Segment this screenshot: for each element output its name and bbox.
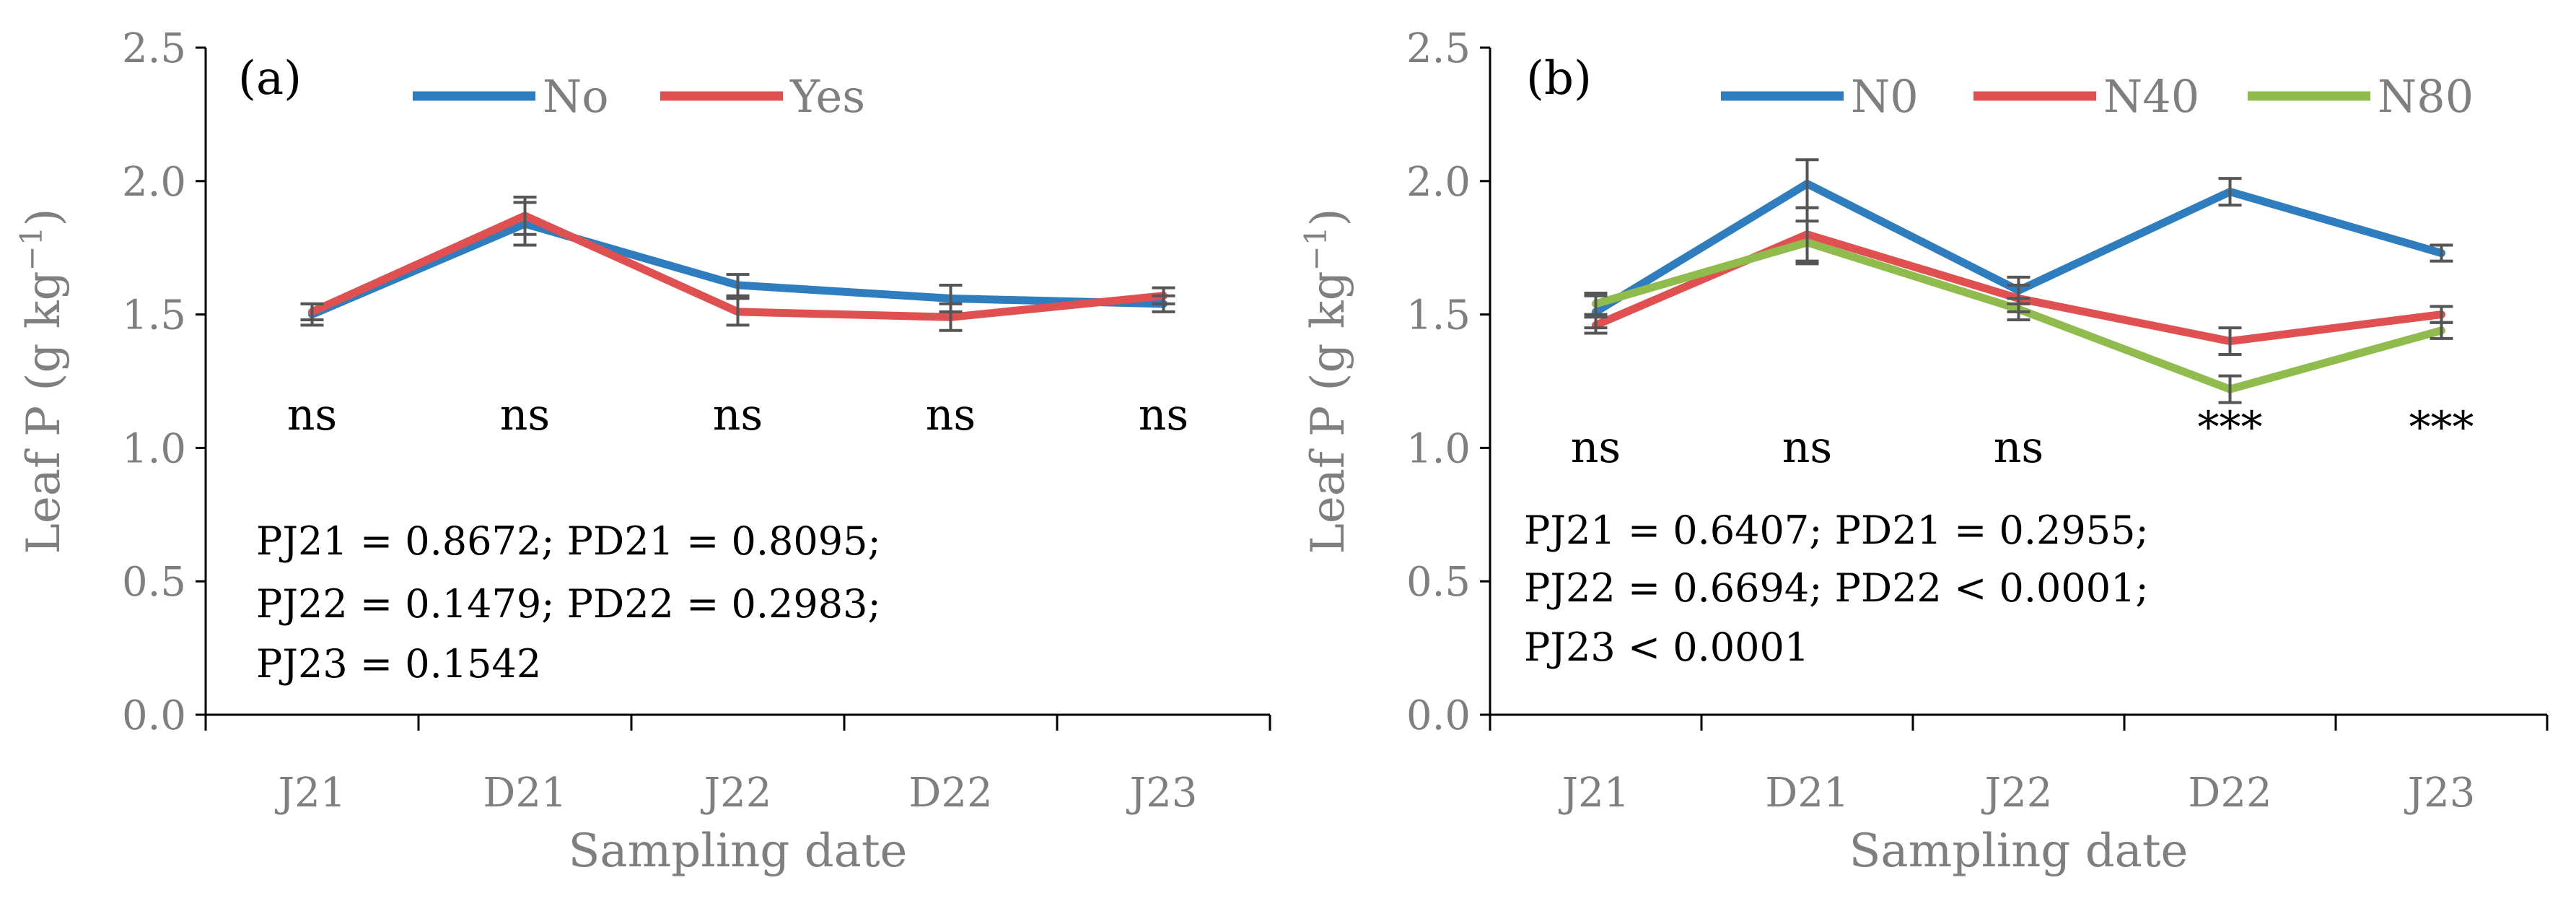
significance-label: ns — [926, 390, 976, 440]
y-tick-label: 0.0 — [122, 692, 186, 739]
y-tick-label: 0.5 — [1406, 559, 1471, 606]
panel-label: (b) — [1526, 52, 1592, 105]
y-tick-label: 1.5 — [1406, 292, 1471, 339]
stats-line: PJ22 = 0.6694; PD22 < 0.0001; — [1524, 565, 2149, 611]
x-tick-label: J21 — [275, 770, 346, 817]
x-tick-label: J22 — [1981, 770, 2053, 817]
x-axis-title: Sampling date — [569, 824, 908, 878]
significance-label: ns — [500, 390, 550, 440]
stats-line: PJ21 = 0.8672; PD21 = 0.8095; — [256, 518, 881, 564]
y-axis-title-main: Leaf P (g kg — [1302, 271, 1355, 554]
y-tick-label: 1.0 — [1406, 425, 1471, 472]
significance-label: ns — [1139, 390, 1188, 440]
stats-line: PJ21 = 0.6407; PD21 = 0.2955; — [1524, 508, 2149, 553]
x-tick-label: J23 — [1126, 770, 1198, 817]
y-axis-title-superscript: −1 — [1298, 227, 1333, 271]
legend-label-n80: N80 — [2378, 70, 2474, 123]
x-tick-label: J21 — [1559, 770, 1630, 817]
stats-line: PJ22 = 0.1479; PD22 = 0.2983; — [256, 581, 881, 627]
significance-label: ns — [1782, 422, 1832, 473]
panel-b: 0.0 0.5 1.0 1.5 2.0 2.5 J21 D21 J22 D22 J23 Samplin… — [1298, 25, 2549, 878]
panel-a: 0.0 0.5 1.0 1.5 2.0 2.5 J21 D21 J22 D22 J23 Samplin… — [14, 25, 1271, 878]
legend-label-n40: N40 — [2103, 70, 2199, 123]
legend-label-yes: Yes — [789, 70, 865, 123]
x-tick-label: J22 — [701, 770, 772, 817]
y-tick-label: 1.5 — [122, 292, 186, 339]
y-tick-label: 2.0 — [1406, 159, 1471, 206]
significance-label: ns — [287, 390, 337, 440]
y-tick-label: 0.0 — [1406, 692, 1471, 739]
stats-line: PJ23 < 0.0001 — [1524, 624, 1809, 670]
y-tick-label: 2.5 — [1406, 25, 1471, 72]
significance-label: ns — [1571, 422, 1621, 473]
x-axis-title: Sampling date — [1849, 824, 2189, 878]
significance-label: *** — [2409, 402, 2474, 453]
y-axis-title-main: Leaf P (g kg — [17, 271, 71, 554]
legend-label-no: No — [543, 70, 609, 123]
x-tick-label: D21 — [483, 770, 566, 817]
x-tick-label: D22 — [2188, 770, 2271, 817]
significance-label: *** — [2198, 402, 2263, 453]
y-axis-title-end: ) — [1302, 209, 1355, 227]
legend-label-n0: N0 — [1851, 70, 1919, 123]
panel-label: (a) — [238, 52, 302, 105]
y-axis-title-superscript: −1 — [14, 227, 49, 271]
y-tick-label: 2.0 — [122, 159, 186, 206]
stats-line: PJ23 = 0.1542 — [256, 641, 541, 687]
y-tick-label: 1.0 — [122, 425, 186, 472]
y-tick-label: 2.5 — [122, 25, 186, 72]
significance-label: ns — [713, 390, 763, 440]
x-tick-label: D22 — [908, 770, 992, 817]
x-tick-label: J23 — [2404, 770, 2476, 817]
y-axis-title: Leaf P (g kg−1) — [14, 209, 71, 554]
y-axis-title: Leaf P (g kg−1) — [1298, 209, 1355, 554]
y-tick-label: 0.5 — [122, 559, 186, 606]
y-axis-title-end: ) — [17, 209, 71, 227]
x-tick-label: D21 — [1765, 770, 1849, 817]
significance-label: ns — [1994, 422, 2043, 473]
